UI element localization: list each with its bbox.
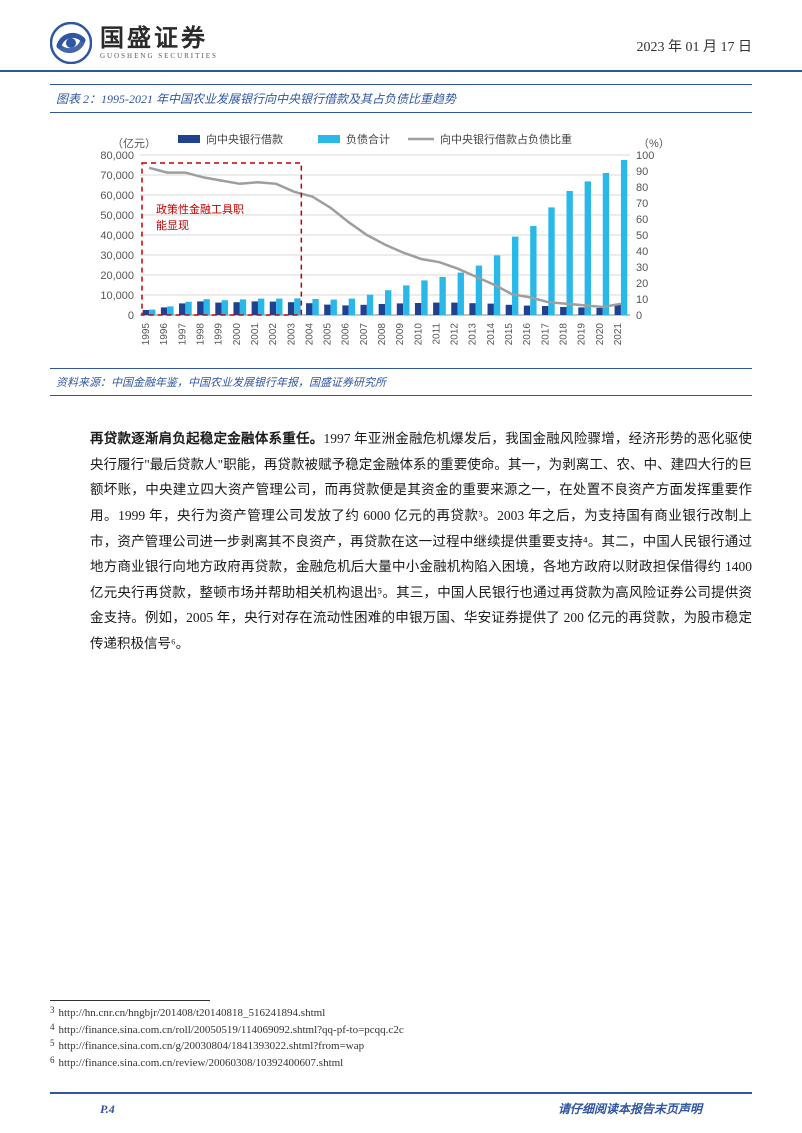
svg-text:80: 80 [636, 182, 648, 194]
svg-text:2014: 2014 [486, 323, 497, 346]
svg-text:2008: 2008 [377, 323, 388, 346]
figure-2: 图表 2：1995-2021 年中国农业发展银行向中央银行借款及其占负债比重趋势… [50, 84, 752, 396]
svg-text:0: 0 [636, 310, 642, 322]
svg-text:1997: 1997 [177, 323, 188, 346]
svg-text:1998: 1998 [196, 323, 207, 346]
chart-title: 图表 2：1995-2021 年中国农业发展银行向中央银行借款及其占负债比重趋势 [50, 85, 752, 113]
svg-text:2007: 2007 [359, 323, 370, 346]
svg-text:40,000: 40,000 [100, 230, 134, 242]
svg-text:向中央银行借款占负债比重: 向中央银行借款占负债比重 [440, 132, 572, 146]
logo-block: 国盛证券 GUOSHENG SECURITIES [50, 22, 218, 64]
body-paragraph: 再贷款逐渐肩负起稳定金融体系重任。1997 年亚洲金融危机爆发后，我国金融风险骤… [90, 426, 752, 657]
svg-text:2006: 2006 [341, 323, 352, 346]
svg-text:90: 90 [636, 166, 648, 178]
footnote-row: 6http://finance.sina.com.cn/review/20060… [50, 1055, 752, 1072]
footnote-row: 5http://finance.sina.com.cn/g/20030804/1… [50, 1038, 752, 1055]
svg-text:（%）: （%） [638, 137, 670, 150]
svg-text:2001: 2001 [250, 323, 261, 346]
svg-text:50,000: 50,000 [100, 210, 134, 222]
svg-text:10: 10 [636, 294, 648, 306]
svg-text:2004: 2004 [304, 323, 315, 346]
svg-text:50: 50 [636, 230, 648, 242]
svg-text:70: 70 [636, 198, 648, 210]
svg-text:2002: 2002 [268, 323, 279, 346]
svg-text:2010: 2010 [413, 323, 424, 346]
footnote-row: 3http://hn.cnr.cn/hngbjr/201408/t2014081… [50, 1005, 752, 1022]
footnote-rule [50, 1000, 210, 1001]
svg-text:1996: 1996 [159, 323, 170, 346]
svg-text:30,000: 30,000 [100, 250, 134, 262]
page-number: P.4 [100, 1102, 115, 1117]
page-footer: P.4 请仔细阅读本报告末页声明 [50, 1092, 752, 1117]
svg-text:60: 60 [636, 214, 648, 226]
svg-text:2000: 2000 [232, 323, 243, 346]
logo-text-cn: 国盛证券 [100, 27, 218, 51]
logo-text-en: GUOSHENG SECURITIES [100, 53, 218, 60]
svg-text:向中央银行借款: 向中央银行借款 [206, 132, 283, 146]
svg-text:100: 100 [636, 150, 654, 162]
svg-text:0: 0 [128, 310, 134, 322]
svg-text:2003: 2003 [286, 323, 297, 346]
svg-text:2005: 2005 [323, 323, 334, 346]
svg-text:2020: 2020 [595, 323, 606, 346]
header-date: 2023 年 01 月 17 日 [637, 22, 753, 56]
chart-plot: 0 10,000 20,000 30,000 40,000 50,000 60,000 70,… [50, 113, 752, 368]
para-body: 1997 年亚洲金融危机爆发后，我国金融风险骤增，经济形势的恶化驱使央行履行"最… [90, 431, 752, 651]
svg-text:2017: 2017 [540, 323, 551, 346]
svg-text:80,000: 80,000 [100, 150, 134, 162]
footnote-row: 4http://finance.sina.com.cn/roll/2005051… [50, 1022, 752, 1039]
svg-text:40: 40 [636, 246, 648, 258]
footnotes: 3http://hn.cnr.cn/hngbjr/201408/t2014081… [50, 1000, 752, 1071]
svg-text:10,000: 10,000 [100, 290, 134, 302]
svg-text:60,000: 60,000 [100, 190, 134, 202]
svg-text:1999: 1999 [214, 323, 225, 346]
svg-text:能显现: 能显现 [156, 218, 189, 232]
svg-text:2009: 2009 [395, 323, 406, 346]
chart-source: 资料来源：中国金融年鉴，中国农业发展银行年报，国盛证券研究所 [50, 368, 752, 395]
svg-text:2013: 2013 [468, 323, 479, 346]
svg-text:2012: 2012 [450, 323, 461, 346]
svg-text:2011: 2011 [431, 323, 442, 345]
svg-text:政策性金融工具职: 政策性金融工具职 [156, 202, 244, 216]
page-header: 国盛证券 GUOSHENG SECURITIES 2023 年 01 月 17 … [0, 0, 802, 72]
svg-text:1995: 1995 [141, 323, 152, 346]
svg-text:2015: 2015 [504, 323, 515, 346]
footer-disclaimer: 请仔细阅读本报告末页声明 [558, 1100, 702, 1117]
svg-text:2018: 2018 [558, 323, 569, 346]
svg-text:20,000: 20,000 [100, 270, 134, 282]
svg-text:70,000: 70,000 [100, 170, 134, 182]
svg-text:2021: 2021 [613, 323, 624, 346]
svg-text:（亿元）: （亿元） [112, 137, 156, 150]
svg-text:20: 20 [636, 278, 648, 290]
logo-icon [50, 22, 92, 64]
svg-text:2016: 2016 [522, 323, 533, 346]
svg-text:负债合计: 负债合计 [346, 132, 390, 146]
para-lead: 再贷款逐渐肩负起稳定金融体系重任。 [90, 431, 323, 446]
svg-text:2019: 2019 [577, 323, 588, 346]
svg-text:30: 30 [636, 262, 648, 274]
